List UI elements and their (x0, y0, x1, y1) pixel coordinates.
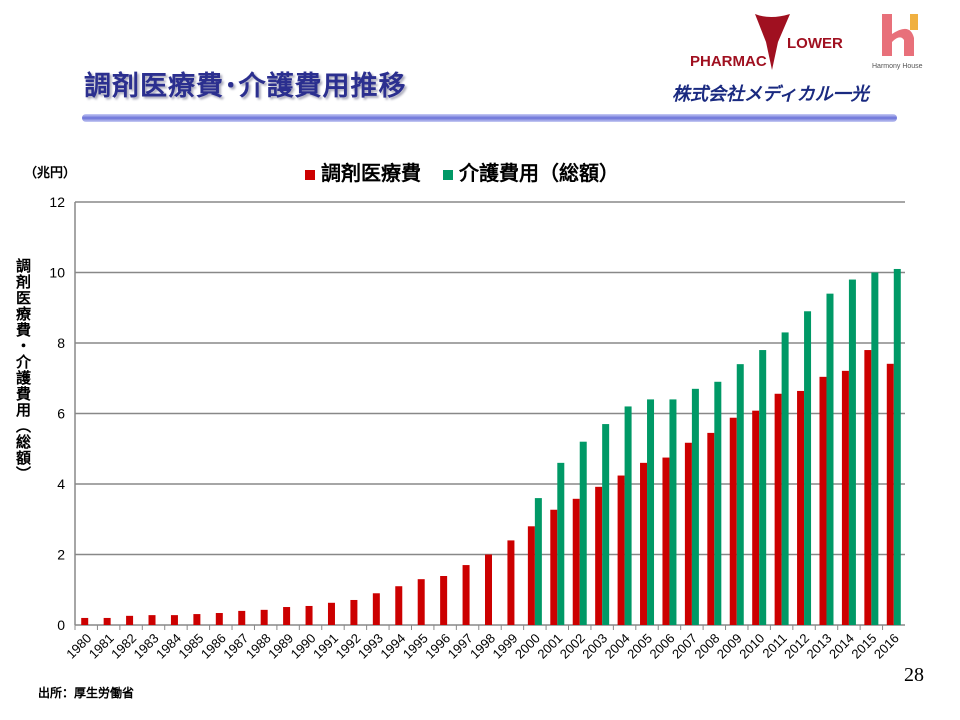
company-logo-text: 株式会社メディカル一光 (672, 84, 869, 105)
legend-label: 調剤医療費 (321, 161, 421, 185)
svg-text:Harmony House: Harmony House (872, 63, 923, 70)
bar-dispensing-2001 (550, 509, 558, 625)
bar-dispensing-2003 (595, 486, 603, 625)
pharmacy-flower-logo: PHARMAC LOWER (690, 14, 843, 70)
bar-dispensing-2016 (886, 363, 894, 625)
bar-care-2005 (647, 399, 655, 625)
bar-care-2015 (871, 272, 879, 625)
bar-dispensing-2012 (797, 390, 805, 625)
y-tick-label: 2 (57, 547, 65, 563)
harmony-house-logo: Harmony House (872, 14, 923, 70)
bar-dispensing-1983 (148, 615, 156, 625)
bar-dispensing-2015 (864, 350, 872, 625)
legend-swatch-red (305, 170, 315, 180)
bar-dispensing-1986 (215, 613, 223, 625)
y-axis-label: 調剤医療費・介護費用（総額） (14, 258, 32, 482)
title-underline (82, 114, 897, 122)
bar-dispensing-1989 (283, 607, 291, 625)
y-tick-label: 8 (57, 335, 65, 351)
bar-dispensing-2007 (684, 442, 692, 625)
legend-item-dispensing: 調剤医療費 (305, 157, 421, 186)
y-tick-label: 12 (49, 194, 65, 210)
legend-item-care: 介護費用（総額） (443, 157, 619, 186)
bar-dispensing-2009 (729, 417, 737, 625)
bar-dispensing-1984 (170, 615, 178, 625)
bar-care-2006 (669, 399, 677, 625)
bar-dispensing-1994 (395, 586, 403, 625)
y-tick-label: 10 (49, 265, 65, 281)
bar-dispensing-1991 (327, 602, 335, 625)
bar-dispensing-1997 (462, 565, 470, 625)
bar-care-2003 (602, 424, 610, 625)
legend-label: 介護費用（総額） (459, 161, 619, 185)
bar-dispensing-1982 (126, 615, 134, 625)
bar-dispensing-1981 (103, 617, 111, 625)
bar-dispensing-1993 (372, 593, 380, 625)
y-tick-label: 0 (57, 617, 65, 633)
bar-care-2008 (714, 381, 722, 625)
bar-dispensing-2004 (617, 475, 625, 625)
bar-dispensing-1987 (238, 610, 246, 625)
legend-swatch-green (443, 170, 453, 180)
bar-care-2007 (691, 388, 699, 625)
bar-dispensing-1985 (193, 614, 201, 625)
bar-dispensing-1988 (260, 609, 268, 625)
bar-care-2004 (624, 406, 632, 625)
bar-care-2011 (781, 332, 789, 625)
unit-label: （兆円） (24, 166, 77, 181)
bar-dispensing-2014 (841, 370, 849, 625)
source-note: 出所：厚生労働省 (38, 686, 135, 700)
bar-dispensing-1998 (485, 554, 492, 625)
bar-care-2014 (848, 279, 856, 625)
bar-care-2012 (804, 311, 812, 625)
bar-care-2000 (534, 498, 542, 625)
y-tick-label: 6 (57, 406, 65, 422)
bar-dispensing-2000 (527, 526, 535, 625)
x-tick-label: 2016 (871, 631, 902, 662)
bar-dispensing-2013 (819, 376, 827, 625)
bar-dispensing-2006 (662, 457, 670, 625)
bar-dispensing-2002 (572, 498, 580, 625)
bar-dispensing-1992 (350, 599, 358, 625)
bar-care-2002 (579, 441, 587, 625)
bar-care-2013 (826, 293, 834, 625)
svg-text:LOWER: LOWER (787, 35, 843, 52)
bar-dispensing-1980 (81, 617, 89, 625)
bar-dispensing-1999 (507, 540, 515, 625)
bar-dispensing-1996 (440, 576, 448, 625)
bar-dispensing-2010 (752, 410, 760, 625)
svg-text:PHARMAC: PHARMAC (690, 53, 767, 70)
legend: 調剤医療費 介護費用（総額） (305, 157, 619, 186)
bar-care-2010 (759, 350, 767, 625)
bar-care-2016 (893, 268, 901, 625)
bar-dispensing-2011 (774, 393, 782, 625)
bar-dispensing-2005 (640, 462, 648, 625)
bar-dispensing-1995 (417, 579, 425, 625)
page-number: 28 (904, 664, 924, 686)
slide-title: 調剤医療費･介護費用推移 (84, 71, 407, 102)
bar-dispensing-1990 (305, 605, 313, 625)
y-tick-label: 4 (57, 476, 65, 492)
bar-dispensing-2008 (707, 432, 715, 625)
bar-care-2001 (557, 462, 565, 625)
bar-care-2009 (736, 364, 744, 625)
